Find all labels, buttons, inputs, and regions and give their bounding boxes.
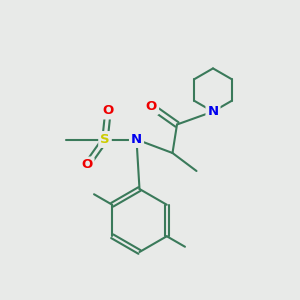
Text: O: O xyxy=(81,158,93,172)
Text: N: N xyxy=(131,133,142,146)
Text: O: O xyxy=(102,104,114,118)
Text: S: S xyxy=(100,133,110,146)
Text: O: O xyxy=(146,100,157,113)
Text: N: N xyxy=(207,105,219,118)
